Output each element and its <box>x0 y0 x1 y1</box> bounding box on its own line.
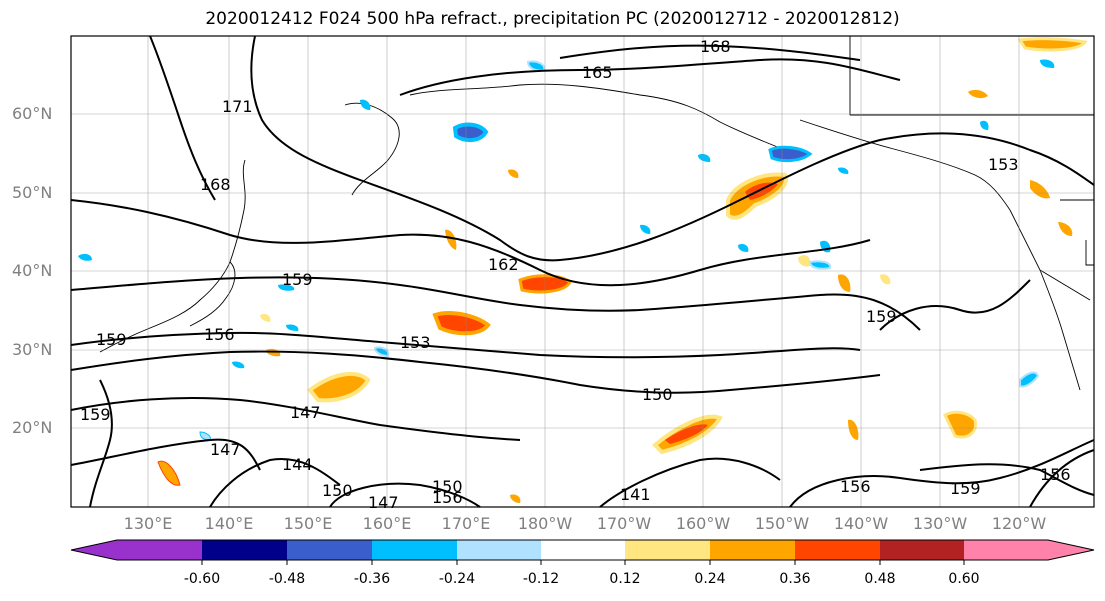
colorbar-tick-label: -0.60 <box>183 571 221 587</box>
refractivity-contours <box>70 35 1095 508</box>
colorbar-segment <box>795 540 880 560</box>
contour-label: 150 <box>432 477 463 496</box>
contour-label: 159 <box>866 307 897 326</box>
lat-label: 30°N <box>12 340 53 359</box>
lat-label: 40°N <box>12 261 53 280</box>
colorbar-ticks <box>201 560 965 565</box>
lon-label: 180°W <box>517 514 573 533</box>
lon-label: 160°W <box>675 514 731 533</box>
colorbar-segment <box>202 540 287 560</box>
contour-label: 156 <box>432 488 463 507</box>
lat-label: 60°N <box>12 104 53 123</box>
map-frame <box>70 35 1095 508</box>
contour-label: 153 <box>400 333 431 352</box>
map-plot-area: 168 165 171 168 162 159 156 153 150 147 … <box>70 35 1095 512</box>
contour-label: 144 <box>282 455 313 474</box>
contour-label: 168 <box>700 37 731 56</box>
contour-label: 171 <box>222 97 253 116</box>
contour-label: 156 <box>1040 465 1071 484</box>
lat-label: 50°N <box>12 183 53 202</box>
colorbar-segment <box>880 540 964 560</box>
colorbar-tick-label: 0.36 <box>779 571 811 587</box>
colorbar-segment <box>287 540 372 560</box>
contour-label: 147 <box>210 440 241 459</box>
colorbar <box>70 539 1095 565</box>
gridlines <box>71 36 1094 507</box>
colorbar-segment <box>625 540 710 560</box>
lon-label: 130°E <box>123 514 173 533</box>
colorbar-tick-label: -0.48 <box>268 571 306 587</box>
colorbar-segment <box>710 540 795 560</box>
contour-label: 159 <box>282 270 313 289</box>
contour-label: 165 <box>582 63 613 82</box>
colorbar-segment <box>117 540 202 560</box>
contour-label: 141 <box>620 485 651 504</box>
colorbar-upper-extension <box>1048 540 1094 560</box>
lon-label: 140°E <box>204 514 254 533</box>
contour-label: 147 <box>290 403 321 422</box>
colorbar-segment <box>964 540 1048 560</box>
colorbar-tick-label: -0.24 <box>438 571 476 587</box>
colorbar-tick-label: 0.60 <box>948 571 980 587</box>
contour-label: 150 <box>322 481 353 500</box>
contour-label: 153 <box>988 155 1019 174</box>
lat-label: 20°N <box>12 418 53 437</box>
colorbar-tick-label: 0.24 <box>694 571 726 587</box>
lon-label: 140°W <box>833 514 889 533</box>
coastlines <box>99 36 1094 391</box>
contour-label: 168 <box>200 175 231 194</box>
colorbar-outline <box>70 539 1095 561</box>
colorbar-tick-label: -0.36 <box>353 571 391 587</box>
lon-label: 120°W <box>991 514 1047 533</box>
colorbar-segment <box>541 540 625 560</box>
lon-label: 160°E <box>362 514 412 533</box>
lon-label: 130°W <box>912 514 968 533</box>
colorbar-tick-label: 0.48 <box>864 571 896 587</box>
ocean-background <box>71 36 1094 507</box>
colorbar-segment <box>372 540 457 560</box>
colorbar-tick-label: 0.12 <box>609 571 641 587</box>
map-title: 2020012412 F024 500 hPa refract., precip… <box>205 9 900 29</box>
contour-labels: 168 165 171 168 162 159 156 153 150 147 … <box>80 37 1071 512</box>
lon-label: 150°E <box>283 514 333 533</box>
colorbar-segment <box>457 540 541 560</box>
lon-label: 170°W <box>596 514 652 533</box>
contour-label: 150 <box>642 385 673 404</box>
contour-label: 159 <box>80 405 111 424</box>
contour-label: 156 <box>840 477 871 496</box>
lon-label: 150°W <box>754 514 810 533</box>
contour-label: 147 <box>368 493 399 512</box>
contour-label: 159 <box>950 479 981 498</box>
contour-label: 162 <box>488 255 519 274</box>
colorbar-lower-extension <box>71 540 117 560</box>
colorbar-tick-label: -0.12 <box>522 571 560 587</box>
contour-label: 159 <box>96 330 127 349</box>
lon-label: 170°E <box>441 514 491 533</box>
contour-label: 156 <box>204 325 235 344</box>
